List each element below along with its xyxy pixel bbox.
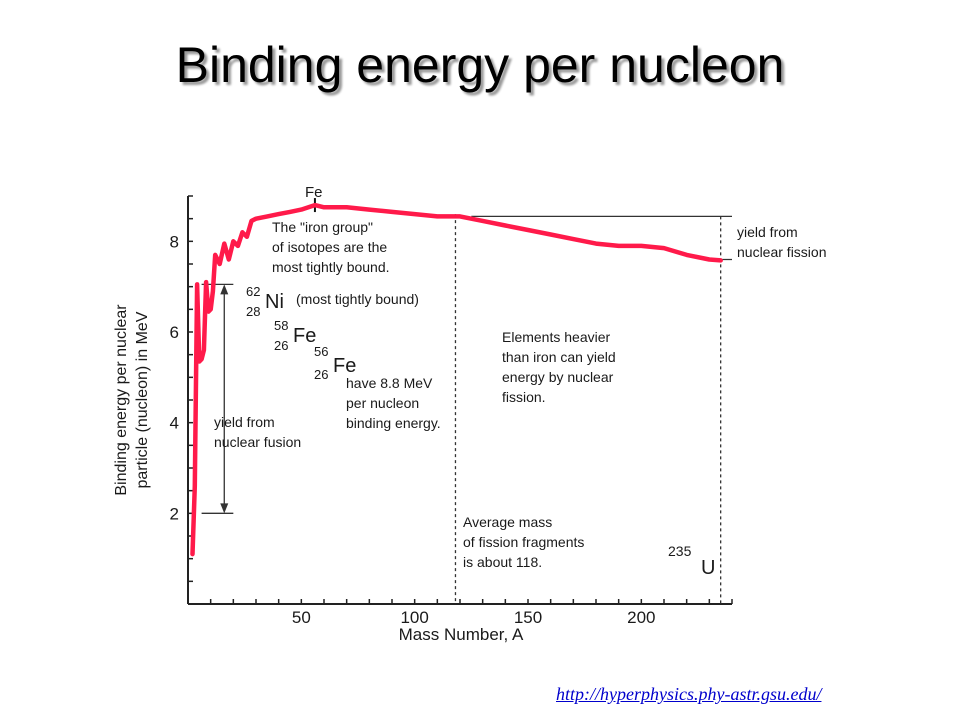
- fusion-arrow-head-up: [220, 284, 229, 295]
- binding-energy-curve: [190, 202, 723, 557]
- slide-title: Binding energy per nucleon: [175, 37, 785, 93]
- x-tick-label: 100: [400, 608, 428, 627]
- x-ticks: 50 100 150 200: [209, 599, 733, 627]
- fusion-line: yield from: [214, 414, 275, 430]
- x-tick-label: 200: [627, 608, 655, 627]
- fusion-line: nuclear fusion: [214, 434, 301, 450]
- fe-binding-line: have 8.8 MeV: [346, 375, 433, 391]
- fe-binding-line: per nucleon: [346, 395, 419, 411]
- fe58-label: 58 26 Fe: [274, 318, 316, 353]
- fe58-z: 26: [274, 338, 288, 353]
- ni62-label: 62 28 Ni (most tightly bound): [246, 284, 419, 319]
- average-mass-line: Average mass: [463, 514, 552, 530]
- fission-yield-line: yield from: [737, 224, 798, 240]
- iron-group-line: of isotopes are the: [272, 239, 387, 255]
- ni62-symbol: Ni: [265, 291, 284, 313]
- y-tick-label: 6: [170, 323, 179, 342]
- fe-marker-label: Fe: [305, 184, 323, 201]
- heavier-line: energy by nuclear: [502, 369, 614, 385]
- u235-symbol: U: [701, 557, 715, 579]
- fe56-symbol: Fe: [333, 355, 356, 377]
- y-ticks: 2 4 6 8: [170, 195, 193, 583]
- y-tick-label: 4: [170, 414, 179, 433]
- fe58-symbol: Fe: [293, 325, 316, 347]
- fe56-mass: 56: [314, 344, 328, 359]
- iron-group-line: most tightly bound.: [272, 259, 390, 275]
- heavier-line: Elements heavier: [502, 329, 611, 345]
- average-mass-note: Average mass of fission fragments is abo…: [463, 514, 584, 570]
- x-tick-label: 150: [514, 608, 542, 627]
- ni62-mass: 62: [246, 284, 260, 299]
- source-link[interactable]: http://hyperphysics.phy-astr.gsu.edu/: [556, 684, 822, 704]
- y-axis-label-line2: particle (nucleon) in MeV: [134, 311, 151, 488]
- heavier-line: fission.: [502, 389, 546, 405]
- fe56-z: 26: [314, 367, 328, 382]
- fission-yield-line: nuclear fission: [737, 244, 827, 260]
- fusion-note: yield from nuclear fusion: [214, 414, 301, 450]
- u235-mass: 235: [668, 543, 692, 559]
- ni62-z: 28: [246, 304, 260, 319]
- iron-group-line: The "iron group": [272, 219, 373, 235]
- fe-binding-line: binding energy.: [346, 415, 441, 431]
- average-mass-line: is about 118.: [463, 554, 542, 570]
- fe58-mass: 58: [274, 318, 288, 333]
- y-tick-label: 2: [170, 504, 179, 523]
- y-axis-label-line1: Binding energy per nuclear: [113, 304, 130, 496]
- fission-yield-note: yield from nuclear fission: [737, 224, 827, 260]
- heavier-elements-note: Elements heavier than iron can yield ene…: [502, 329, 616, 405]
- average-mass-line: of fission fragments: [463, 534, 584, 550]
- u235-label: 235 U: [668, 543, 715, 579]
- y-tick-label: 8: [170, 232, 179, 251]
- heavier-line: than iron can yield: [502, 349, 616, 365]
- ni62-note: (most tightly bound): [296, 291, 419, 307]
- x-axis-label: Mass Number, A: [399, 625, 524, 644]
- y-axis-label: Binding energy per nuclear particle (nuc…: [113, 304, 151, 496]
- iron-group-note: The "iron group" of isotopes are the mos…: [272, 219, 390, 275]
- fe56-label: 56 26 Fe: [314, 344, 356, 382]
- x-tick-label: 50: [292, 608, 311, 627]
- fe-binding-note: have 8.8 MeV per nucleon binding energy.: [346, 375, 441, 431]
- fusion-arrow-head-down: [220, 503, 229, 514]
